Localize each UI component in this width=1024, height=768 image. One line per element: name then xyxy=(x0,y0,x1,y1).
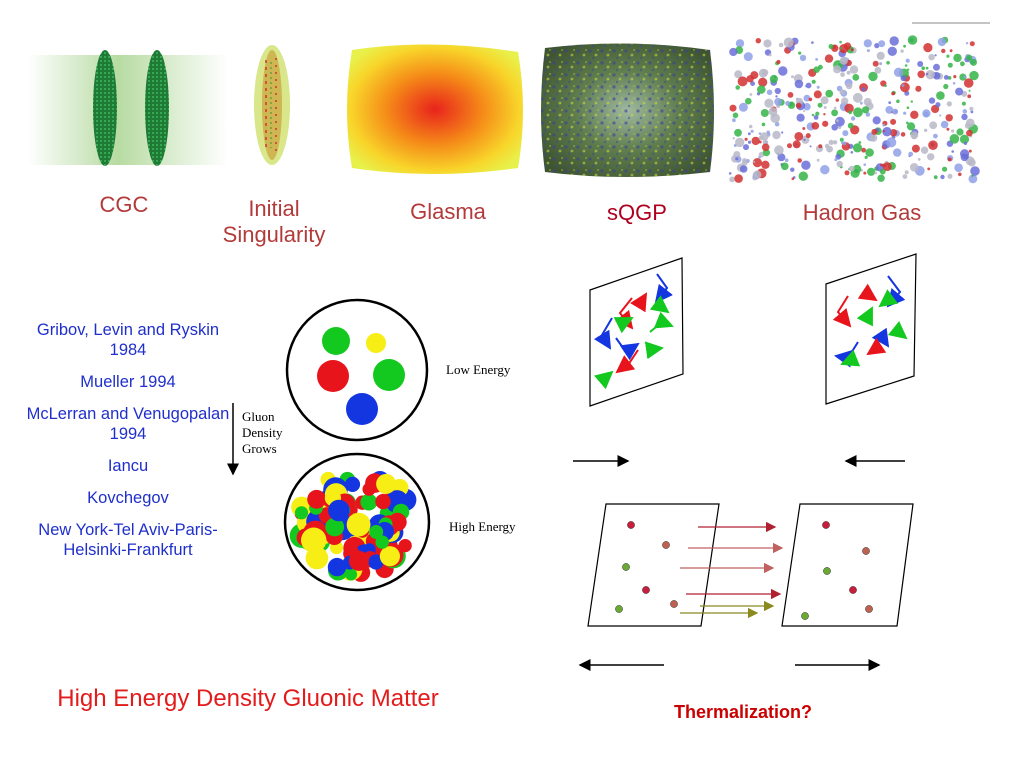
particle-dot xyxy=(615,605,623,613)
vector-arrow xyxy=(887,320,908,340)
particle-dot xyxy=(823,567,831,575)
panel-top-left-vectors xyxy=(593,273,674,390)
stage-label-hadron-gas: Hadron Gas xyxy=(802,200,922,225)
particle-dot xyxy=(627,521,635,529)
panel-top-right-vectors xyxy=(832,275,908,368)
transfer-arrows xyxy=(680,521,784,619)
stage-label-glasma: Glasma xyxy=(410,199,486,224)
gluon-dot xyxy=(344,476,361,492)
gluon-dot xyxy=(328,499,350,522)
stage-label-initial-singularity: Initial Singularity xyxy=(222,196,326,247)
reference-item: New York-Tel Aviv-Paris-Helsinki-Frankfu… xyxy=(38,521,218,559)
low-energy-label: Low Energy xyxy=(446,362,511,377)
hadron-gas-image xyxy=(728,35,980,184)
sqgp-image xyxy=(541,43,714,177)
stage-label-sqgp: sQGP xyxy=(607,200,667,225)
vector-arrow xyxy=(857,283,878,302)
gluon-dot xyxy=(366,333,386,353)
gluon-dot xyxy=(360,493,378,511)
thermalization-label: Thermalization? xyxy=(673,702,812,722)
gluon-dot xyxy=(307,489,326,509)
gluon-dot xyxy=(375,493,391,510)
gluon-dot xyxy=(398,539,412,553)
panel-bottom-left xyxy=(587,503,720,627)
gluon-density-label: Gluon Density Grows xyxy=(242,409,283,456)
bottom-title: High Energy Density Gluonic Matter xyxy=(57,685,439,712)
vector-arrow xyxy=(649,295,670,314)
reference-item: Iancu xyxy=(107,457,149,475)
vector-arrow xyxy=(832,295,852,328)
panel-bottom-left-particles xyxy=(615,521,678,613)
gluon-dot xyxy=(379,546,400,567)
vector-arrow xyxy=(866,337,887,356)
glasma-image xyxy=(347,44,523,174)
high-energy-gluons xyxy=(289,471,417,582)
gluon-dot xyxy=(317,360,349,392)
vector-arrow xyxy=(856,306,873,327)
high-energy-label: High Energy xyxy=(449,519,516,534)
particle-dot xyxy=(622,563,630,571)
vector-arrow xyxy=(878,289,899,308)
particle-dot xyxy=(670,600,678,608)
vector-arrow xyxy=(840,349,861,367)
gluon-dot xyxy=(301,527,327,553)
gluon-dot xyxy=(325,517,345,537)
vector-arrow xyxy=(630,292,648,313)
vector-arrow xyxy=(644,341,664,360)
vector-arrow xyxy=(593,317,613,350)
low-energy-circle xyxy=(285,298,429,442)
low-energy-gluons xyxy=(317,327,405,425)
gluon-dot xyxy=(327,557,347,577)
particle-dot xyxy=(849,586,857,594)
reference-item: McLerran and Venugopalan 1994 xyxy=(26,405,230,443)
gluon-dot xyxy=(346,512,371,537)
stage-label-cgc: CGC xyxy=(99,192,149,217)
particle-dot xyxy=(822,521,830,529)
gluon-dot xyxy=(346,393,378,425)
vector-arrow xyxy=(649,311,674,333)
gluon-dot xyxy=(369,525,384,539)
reference-item: Mueller 1994 xyxy=(80,373,176,391)
cgc-image xyxy=(28,50,228,166)
particle-dot xyxy=(865,605,873,613)
gluon-dot xyxy=(294,506,309,520)
vector-arrow xyxy=(613,317,634,334)
particle-dot xyxy=(642,586,650,594)
particle-dot xyxy=(662,541,670,549)
reference-item: Kovchegov xyxy=(87,489,169,507)
gluon-dot xyxy=(348,550,369,571)
particle-dot xyxy=(862,547,870,555)
gluon-dot xyxy=(368,554,384,570)
gluon-dot xyxy=(373,359,405,391)
reference-list: Gribov, Levin and Ryskin 1984 Mueller 19… xyxy=(18,320,238,572)
panel-bottom-right-particles xyxy=(801,521,873,620)
particle-dot xyxy=(801,612,809,620)
gluon-dot xyxy=(375,535,389,549)
panel-bottom-right xyxy=(781,503,914,627)
reference-item: Gribov, Levin and Ryskin 1984 xyxy=(36,321,220,359)
panel-top-right xyxy=(825,253,917,405)
gluon-dot xyxy=(376,473,397,494)
initial-singularity-image xyxy=(254,45,290,165)
vector-arrow xyxy=(593,370,614,390)
vector-arrow xyxy=(615,337,640,361)
gluon-dot xyxy=(322,327,350,355)
